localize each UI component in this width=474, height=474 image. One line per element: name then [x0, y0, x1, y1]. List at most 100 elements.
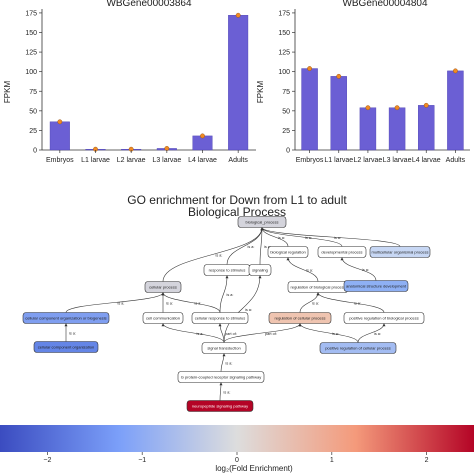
y-tick-label: 125: [278, 50, 290, 57]
go-edge-label: is a:: [278, 236, 285, 240]
go-title-line1: GO enrichment for Down from L1 to adult: [127, 193, 347, 207]
go-edges: is a: is a: is a: is a: is a: is a: is a: is a:…: [64, 227, 401, 401]
colorbar-tick-label: −1: [138, 457, 146, 464]
go-edge: [298, 323, 359, 343]
go-title-line2: Biological Process: [188, 205, 286, 219]
colorbar: −2 −1 0 1 2 log₂(Fold Enrichment): [0, 425, 474, 473]
go-node-label: biological regulation: [270, 250, 305, 255]
go-edge-label: is a:: [226, 362, 233, 366]
y-tick-label: 50: [29, 108, 37, 115]
go-node-label: multicellular organismal process: [372, 250, 429, 255]
y-axis-label: FPKM: [256, 81, 265, 104]
go-node-box: [267, 246, 309, 258]
go-node-box: [191, 312, 249, 324]
go-edge: [357, 323, 386, 343]
go-edge-label: is a:: [305, 236, 312, 240]
go-edge: [161, 323, 225, 343]
go-edge: [286, 257, 319, 282]
go-node-label: positive regulation of biological proces…: [349, 316, 419, 321]
y-tick-label: 100: [25, 69, 37, 76]
go-edge-label: is a:: [332, 332, 339, 336]
y-tick-label: 75: [282, 89, 290, 96]
go-node-box: [33, 341, 99, 353]
go-edge: [162, 227, 264, 282]
y-tick-label: 0: [286, 148, 290, 155]
go-node-box: [237, 216, 287, 228]
bar: [228, 15, 249, 151]
go-node-box: [142, 312, 184, 324]
go-edge-label: part of:: [265, 332, 277, 336]
go-node-box: [186, 400, 254, 412]
go-node-label: cellular response to stimulus: [195, 316, 245, 321]
x-tick-label: L1 larvae: [324, 157, 353, 164]
go-edge: [219, 275, 229, 313]
colorbar-tick-label: 2: [425, 457, 429, 464]
colorbar-label: log₂(Fold Enrichment): [215, 464, 293, 473]
colorbar-ticks: −2 −1 0 1 2: [43, 452, 429, 464]
x-tick-label: Adults: [446, 157, 466, 164]
colorbar-tick-label: −2: [43, 457, 51, 464]
go-edge-label: is a:: [306, 269, 313, 273]
go-edge: [161, 292, 221, 313]
go-node-box: [343, 280, 409, 292]
go-node-box: [201, 342, 247, 354]
go-edge-label: is a:: [334, 236, 341, 240]
y-tick-label: 75: [29, 89, 37, 96]
go-edge: [223, 323, 302, 343]
go-edge-label: is a:: [248, 245, 255, 249]
go-edge-label: is a:: [69, 332, 76, 336]
colorbar-strip: [0, 425, 474, 452]
x-tick-label: Embryos: [46, 157, 74, 164]
go-node-label: signal transduction: [207, 346, 240, 351]
y-tick-label: 150: [278, 30, 290, 37]
chart-title: WBGene00003864: [106, 0, 192, 9]
go-nodes: biological_process response to stimulus si…: [22, 216, 431, 412]
y-tick-label: 25: [282, 128, 290, 135]
y-axis-label: FPKM: [3, 81, 12, 104]
go-enrichment-graph: GO enrichment for Down from L1 to adult …: [22, 193, 431, 412]
bar-top-marker: [423, 102, 429, 108]
colorbar-tick-label: 1: [330, 457, 334, 464]
x-tick-label: Adults: [228, 157, 248, 164]
go-node-label: cellular component organization or bioge…: [25, 316, 106, 321]
bar-chart-left: WBGene00003864 FPKM 0 25 50 75 100 125 150 175 E…: [3, 0, 256, 164]
go-node-box: [22, 312, 110, 324]
go-node-box: [248, 264, 272, 276]
go-edge: [220, 353, 226, 372]
go-node-label: cell communication: [146, 316, 180, 321]
bar: [301, 68, 318, 151]
go-node-label: regulation of biological process: [291, 285, 346, 290]
bar: [49, 121, 70, 151]
go-node-box: [144, 281, 182, 293]
go-edge-label: is a:: [227, 293, 234, 297]
go-edge-label: is a:: [216, 254, 223, 258]
go-edge-label: is a:: [195, 302, 202, 306]
bar-top-marker: [453, 68, 458, 74]
go-edge: [226, 227, 264, 265]
x-tick-label: L1 larvae: [81, 157, 110, 164]
x-tick-label: L2 larvae: [117, 157, 146, 164]
bar-top-marker: [200, 133, 205, 139]
go-edge-label: is a:: [245, 308, 252, 312]
go-node-box: [343, 312, 425, 324]
bar: [447, 70, 464, 151]
go-edge-label: is a:: [166, 302, 173, 306]
go-edge: [316, 292, 385, 313]
bar-chart-right: WBGene00004804 FPKM 0 25 50 75 100 125 150 175 E…: [256, 0, 470, 164]
bar-top-marker: [307, 66, 312, 71]
x-tick-label: L4 larvae: [412, 157, 441, 164]
go-edge-label: is a:: [118, 302, 125, 306]
y-tick-label: 25: [29, 128, 37, 135]
go-node-box: [268, 312, 332, 324]
go-node-box: [369, 246, 431, 258]
y-tick-label: 150: [25, 30, 37, 37]
x-tick-label: L3 larvae: [152, 157, 181, 164]
go-edge: [260, 227, 401, 247]
go-edge-label: is a:: [264, 245, 271, 249]
bar-top-marker: [394, 105, 400, 111]
go-node-label: G protein-coupled receptor signaling pat…: [181, 375, 262, 380]
go-edge-label: is a:: [197, 332, 204, 336]
bar: [359, 107, 377, 151]
colorbar-tick-label: 0: [235, 457, 239, 464]
